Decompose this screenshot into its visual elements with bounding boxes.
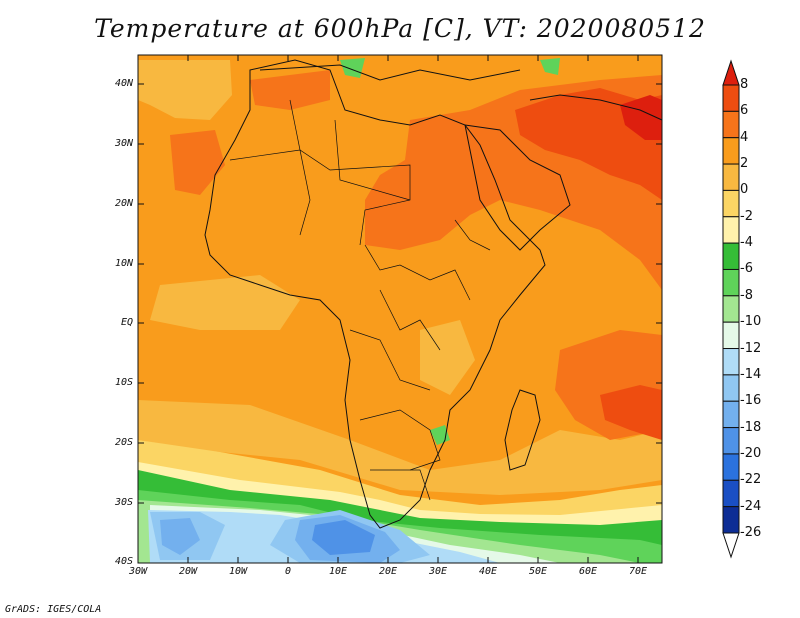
colorbar-swatch [722,453,740,481]
colorbar-label: -12 [740,340,762,356]
lon-ticks [187,55,639,563]
lon-label: 30W [128,566,148,577]
colorbar-swatch [722,348,740,376]
colorbar-swatch [722,110,740,139]
credit-text: GrADS: IGES/COLA [5,604,102,615]
lat-label: 30N [114,138,133,149]
lat-label: 40N [114,78,133,89]
colorbar-label: 2 [740,156,749,172]
country-borders [229,99,491,501]
colorbar-swatch [722,216,740,244]
map-frame [137,54,663,564]
map-title: Temperature at 600hPa [C], VT: 202008051… [94,14,706,43]
field-0-to-2 [420,320,475,395]
field-neg2-to-0 [138,440,662,525]
lat-ticks [138,83,662,504]
lon-label: 20W [178,566,198,577]
colorbar-swatch [722,321,740,350]
lat-label: 30S [114,497,133,508]
field-4-to-6 [170,130,225,195]
colorbar-label: -4 [740,235,753,251]
colorbar-swatch [722,242,740,270]
lat-label: 10S [114,377,133,388]
colorbar-label: -26 [740,525,762,540]
colorbar [722,59,740,559]
colorbar-swatch [722,137,740,165]
colorbar-swatch [722,163,740,191]
colorbar-label: 8 [740,77,749,92]
field-neg18-to-neg16 [160,518,200,555]
field-neg20-to-neg18 [312,520,375,555]
lon-label: 10W [228,566,248,577]
field-neg4-to-neg2 [138,462,662,535]
field-neg8-to-neg6 [540,58,560,75]
colorbar-label: 4 [740,129,749,145]
colorbar-arrow-icon [722,59,740,86]
field-0-to-2 [150,275,300,330]
colorbar-swatch [722,427,740,455]
lon-label: 10E [328,566,348,577]
colorbar-label: -14 [740,366,762,382]
field-neg8-to-neg6 [340,58,365,78]
lon-label: 70E [628,566,648,577]
field-8-plus [620,95,662,140]
lat-label: 20S [114,437,133,448]
colorbar-label: -22 [740,472,762,488]
colorbar-swatch [722,189,740,218]
colorbar-label: -10 [740,314,762,330]
lon-label: 40E [478,566,498,577]
field-0-to-2 [138,400,662,495]
colorbar-label: -16 [740,393,762,409]
colorbar-swatch [722,268,740,297]
lat-label: 10N [114,258,133,269]
lon-label: 0 [284,566,292,577]
colorbar-label: -6 [740,261,753,277]
colorbar-swatch [722,84,740,112]
colorbar-swatch [722,295,740,323]
colorbar-label: -18 [740,419,762,435]
lat-label: 20N [114,198,133,209]
lon-label: 50E [528,566,548,577]
lat-label: 40S [114,556,133,567]
colorbar-swatch [722,506,740,534]
field-0-to-2 [138,60,232,120]
lon-label: 20E [378,566,398,577]
colorbar-swatch [722,400,740,429]
colorbar-label: -20 [740,445,762,461]
colorbar-label: -2 [740,208,753,224]
colorbar-label: 6 [740,103,749,119]
colorbar-label: -24 [740,498,762,514]
lat-label: EQ [120,317,133,328]
colorbar-label: -8 [740,287,753,303]
colorbar-swatch [722,479,740,508]
lon-label: 30E [428,566,448,577]
field-4-to-6 [250,70,330,110]
colorbar-label: 0 [740,182,749,198]
temperature-field [138,55,662,563]
colorbar-swatch [722,374,740,402]
colorbar-arrow-icon [722,532,740,559]
field-6-to-8 [600,385,662,440]
lon-label: 60E [578,566,598,577]
